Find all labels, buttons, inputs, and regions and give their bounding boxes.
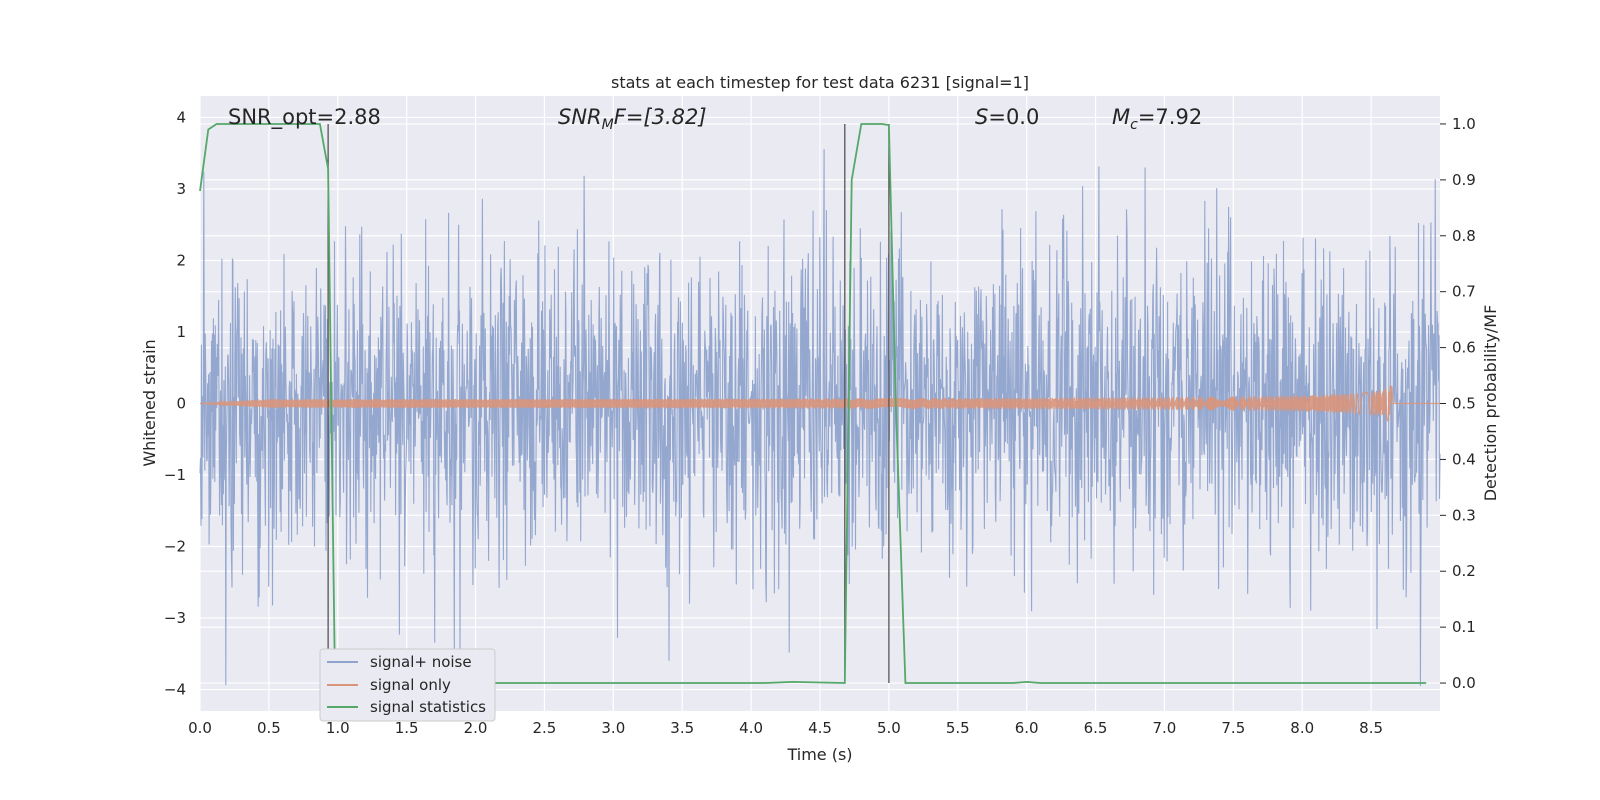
- x-tick-label: 6.5: [1084, 719, 1108, 737]
- legend: signal+ noise signal only signal statist…: [319, 648, 496, 722]
- x-tick-label: 4.5: [808, 719, 832, 737]
- y-right-tick-label: 0.5: [1452, 395, 1476, 413]
- annotation-snr-mf-main: SNR: [558, 105, 602, 129]
- y-tick-label: 1: [176, 323, 186, 341]
- legend-label-stats: signal statistics: [370, 698, 486, 716]
- y-right-tick-label: 0.4: [1452, 450, 1476, 468]
- x-tick-label: 7.0: [1153, 719, 1177, 737]
- y-tick-label: −1: [164, 466, 186, 484]
- y-axis-ticks: 4 3 2 1 0 −1 −2 −3 −4: [164, 108, 186, 698]
- x-tick-label: 8.0: [1290, 719, 1314, 737]
- y-tick-label: −2: [164, 538, 186, 556]
- legend-box: [319, 648, 496, 722]
- y-right-tick-label: 0.8: [1452, 227, 1476, 245]
- annotation-snr-mf-rest: F=[3.82]: [614, 105, 707, 129]
- y-axis-right-ticks: 1.0 0.9 0.8 0.7 0.6 0.5 0.4 0.3 0.2 0.1 0.0: [1440, 115, 1476, 692]
- y-tick-label: 4: [176, 108, 186, 126]
- x-tick-label: 0.0: [188, 719, 212, 737]
- y-right-tick-label: 0.9: [1452, 171, 1476, 189]
- y-right-tick-label: 0.7: [1452, 283, 1476, 301]
- annotation-s: S=0.0: [975, 105, 1039, 129]
- y-tick-label: 3: [176, 180, 186, 198]
- series-signal-plus-noise: [199, 149, 1441, 687]
- y-tick-label: 0: [176, 395, 186, 413]
- y-tick-label: −3: [164, 609, 186, 627]
- signal-trace: [200, 385, 1440, 422]
- noise-trace: [199, 149, 1441, 687]
- x-axis-label: Time (s): [786, 745, 852, 764]
- annotation-s-rest: =0.0: [988, 105, 1039, 129]
- y-tick-label: 2: [176, 251, 186, 269]
- x-tick-label: 0.5: [257, 719, 281, 737]
- annotation-mc-rest: =7.92: [1138, 105, 1202, 129]
- x-tick-label: 4.0: [739, 719, 763, 737]
- y-right-tick-label: 0.1: [1452, 618, 1476, 636]
- x-tick-label: 2.5: [533, 719, 557, 737]
- series-signal-only: [200, 385, 1440, 422]
- x-tick-label: 5.5: [946, 719, 970, 737]
- x-tick-label: 1.5: [395, 719, 419, 737]
- annotation-mc-sub: c: [1130, 117, 1138, 133]
- x-tick-label: 2.0: [464, 719, 488, 737]
- y-right-tick-label: 0.3: [1452, 506, 1476, 524]
- y-axis-right-label: Detection probability/MF: [1481, 305, 1500, 502]
- y-right-tick-label: 0.6: [1452, 339, 1476, 357]
- x-tick-label: 1.0: [326, 719, 350, 737]
- y-right-tick-label: 0.2: [1452, 562, 1476, 580]
- x-tick-label: 5.0: [877, 719, 901, 737]
- annotation-snr-opt: SNR_opt=2.88: [228, 105, 381, 130]
- x-axis-ticks: 0.0 0.5 1.0 1.5 2.0 2.5 3.0 3.5 4.0 4.5 5.0 5.5 6.0 6…: [188, 719, 1383, 737]
- annotation-mc-main: M: [1112, 105, 1130, 129]
- annotation-mc: Mc=7.92: [1112, 105, 1202, 133]
- series-signal-statistics: [199, 123, 1427, 684]
- x-tick-label: 6.0: [1015, 719, 1039, 737]
- legend-label-noise: signal+ noise: [370, 653, 472, 671]
- y-axis-label: Whitened strain: [140, 339, 159, 466]
- annotation-snr-mf-sub: M: [602, 117, 614, 133]
- x-tick-label: 8.5: [1359, 719, 1383, 737]
- stats-trace: [199, 123, 1427, 684]
- annotation-snr-mf: SNRMF=[3.82]: [558, 105, 707, 133]
- x-tick-label: 7.5: [1221, 719, 1245, 737]
- annotation-s-main: S: [975, 105, 988, 129]
- y-tick-label: −4: [164, 681, 186, 699]
- y-right-tick-label: 1.0: [1452, 115, 1476, 133]
- legend-label-signal: signal only: [370, 676, 451, 694]
- chart-title: stats at each timestep for test data 623…: [611, 73, 1029, 92]
- x-tick-label: 3.5: [670, 719, 694, 737]
- x-tick-label: 3.0: [601, 719, 625, 737]
- y-right-tick-label: 0.0: [1452, 674, 1476, 692]
